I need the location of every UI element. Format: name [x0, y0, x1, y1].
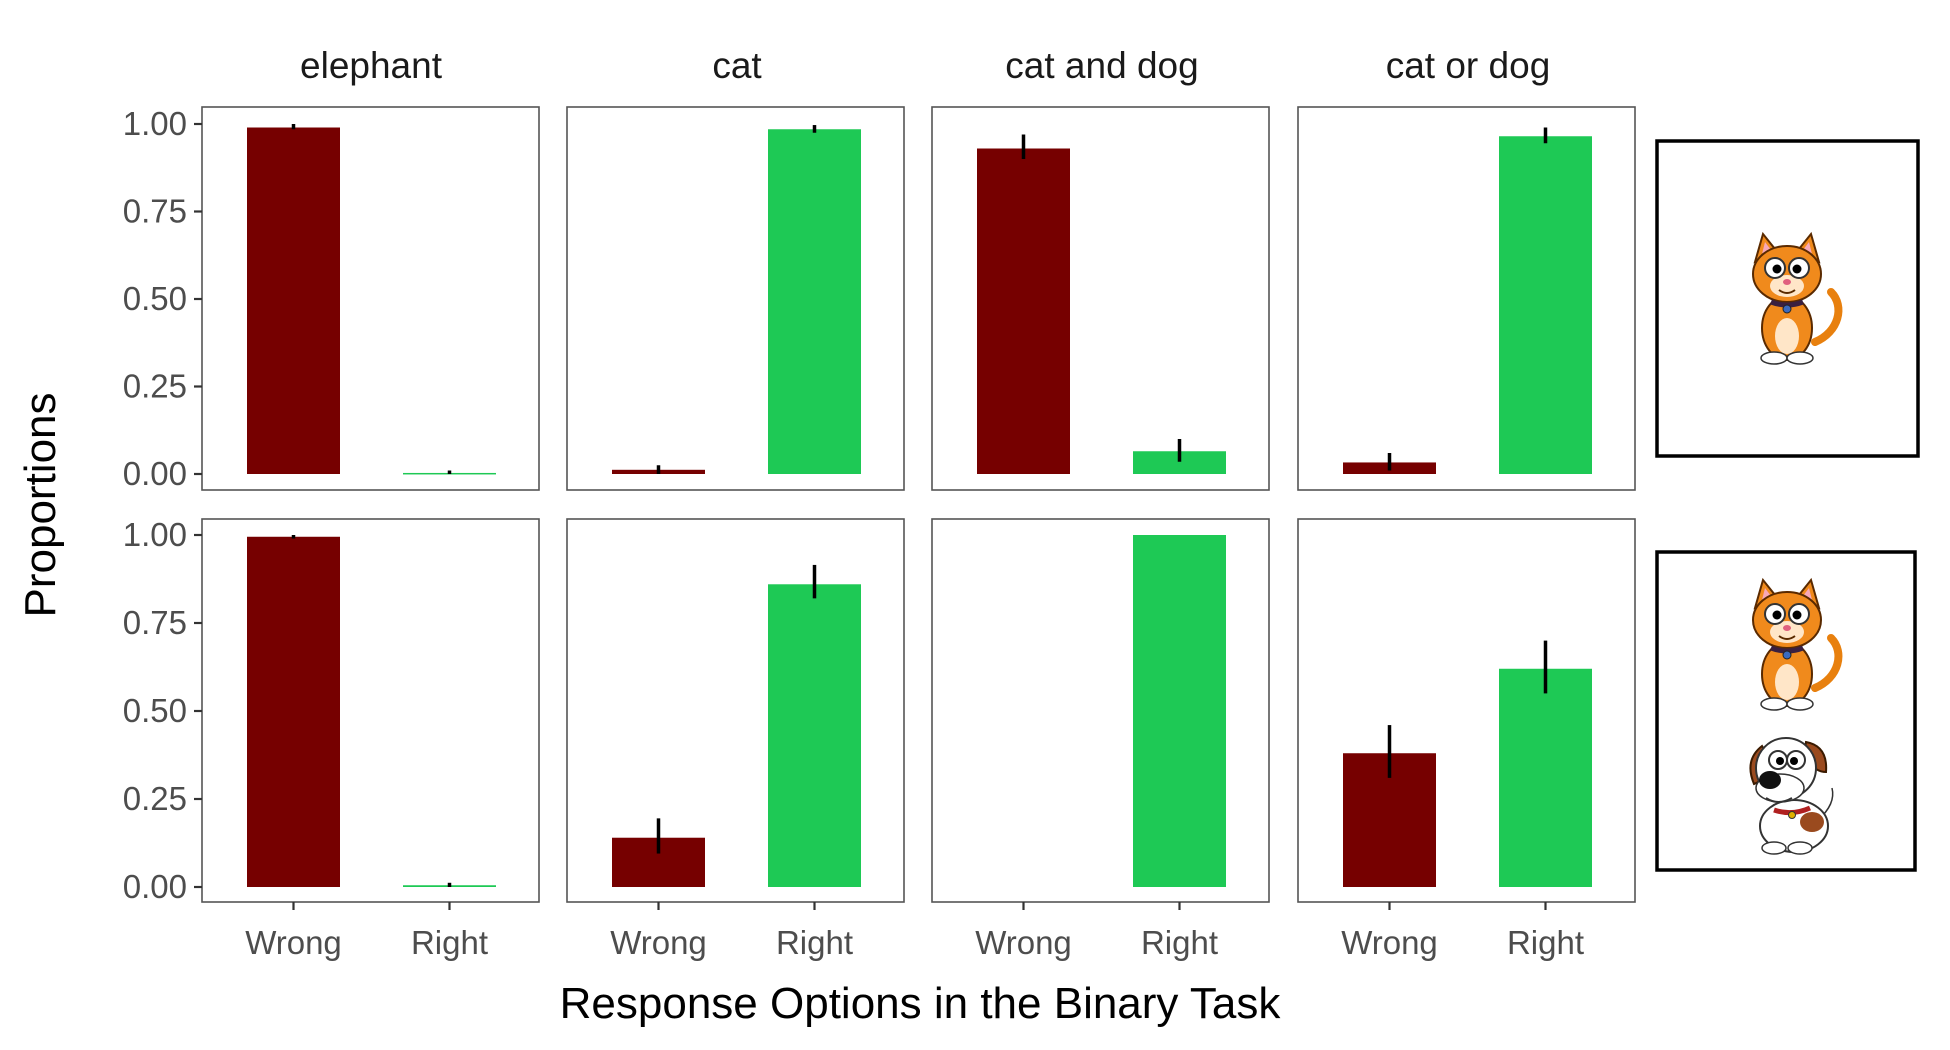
cat-icon — [1752, 577, 1843, 711]
y-tick-label: 0.50 — [123, 692, 187, 729]
panel-group — [201, 106, 1636, 903]
y-tick-label: 0.75 — [123, 604, 187, 641]
dog-icon — [1749, 737, 1837, 855]
x-tick-label-wrong: Wrong — [975, 924, 1072, 961]
stimulus-panel-top — [1655, 139, 1920, 458]
x-tick-label-wrong: Wrong — [1341, 924, 1438, 961]
bar-right-cat-row2 — [768, 584, 861, 887]
strip-title-cat: cat — [712, 45, 762, 86]
y-tick-label: 0.00 — [123, 455, 187, 492]
bar-right-cat-or-dog-row1 — [1499, 136, 1592, 474]
x-tick-label-wrong: Wrong — [610, 924, 707, 961]
x-tick-label-right: Right — [776, 924, 853, 961]
bar-right-cat-row1 — [768, 129, 861, 474]
bar-wrong-elephant-row1 — [247, 127, 340, 474]
stimulus-panel-bottom — [1655, 550, 1917, 872]
bar-right-cat-or-dog-row2 — [1499, 668, 1592, 887]
x-tick-label-right: Right — [411, 924, 488, 961]
y-tick-label: 0.25 — [123, 368, 187, 405]
y-tick-label: 0.50 — [123, 280, 187, 317]
bar-wrong-cat-and-dog-row1 — [977, 148, 1070, 474]
bar-wrong-elephant-row2 — [247, 536, 340, 887]
y-axis-group: 0.00 0.25 0.50 0.75 1.00 0.00 0.25 0.50 0.75 1.00 — [123, 105, 202, 905]
cat-icon — [1752, 231, 1843, 365]
strip-title-elephant: elephant — [300, 45, 443, 86]
x-tick-label-right: Right — [1141, 924, 1218, 961]
x-tick-label-wrong: Wrong — [245, 924, 342, 961]
y-axis-title: Proportions — [16, 392, 65, 617]
y-tick-label: 0.75 — [123, 193, 187, 230]
y-tick-label: 0.00 — [123, 868, 187, 905]
bar-right-cat-and-dog-row1 — [1133, 451, 1226, 474]
y-tick-label: 1.00 — [123, 105, 187, 142]
y-tick-label: 0.25 — [123, 780, 187, 817]
y-tick-label: 1.00 — [123, 516, 187, 553]
bar-right-cat-and-dog-row2 — [1133, 535, 1226, 887]
x-axis-title: Response Options in the Binary Task — [560, 979, 1282, 1028]
strip-title-cat-and-dog: cat and dog — [1005, 45, 1198, 86]
x-axis-group: Wrong Right Wrong Right Wrong Right Wrong Right — [245, 902, 1584, 961]
x-tick-label-right: Right — [1507, 924, 1584, 961]
strip-title-cat-or-dog: cat or dog — [1386, 45, 1551, 86]
